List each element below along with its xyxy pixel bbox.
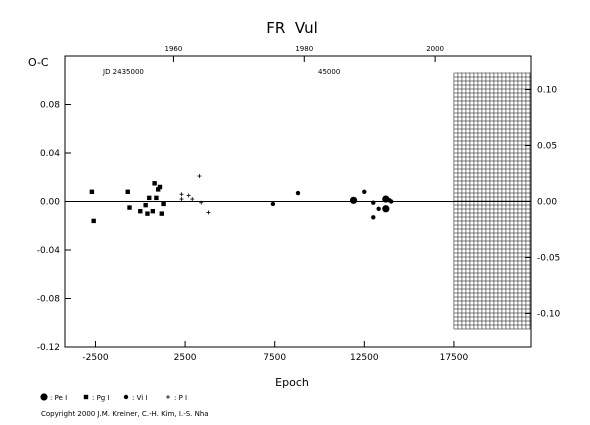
data-point [206,210,211,215]
data-point [138,209,143,214]
data-point [91,218,96,224]
jd-label-end: 45000 [318,68,340,76]
x-tick-label: -2500 [82,353,108,363]
data-point [199,200,204,205]
x-tick-label: 17500 [440,353,469,363]
data-point [376,206,381,211]
y-tick-label: -0.04 [37,246,61,256]
right-y-tick-label: 0.05 [537,142,557,152]
x-axis: -2500 2500 7500 12500 17500 [82,341,469,363]
data-point [362,189,367,194]
data-point [127,205,132,210]
data-point [389,199,394,204]
data-points [89,174,394,224]
year-tick-label: 1980 [295,45,313,53]
data-point [157,184,163,190]
legend-label: : Pg I [92,394,110,402]
right-y-tick-label: 0.10 [537,86,557,96]
data-point [186,193,191,198]
data-point [349,196,358,204]
y-axis-label: O-C [28,56,49,69]
data-point [197,174,202,179]
legend-label: : Vi I [132,394,147,402]
right-y-tick-label: -0.05 [537,253,560,263]
data-point [382,205,390,213]
data-point [159,211,164,216]
year-tick-label: 2000 [426,45,444,53]
data-point [150,209,156,214]
data-point [270,201,276,207]
data-point [154,195,159,201]
data-point [295,190,301,196]
legend-label: : Pe I [50,394,67,402]
right-y-tick-label: -0.10 [537,309,561,319]
y-tick-label: -0.08 [37,295,61,305]
data-point [179,192,184,197]
top-year-axis: 1960 1980 2000 [165,45,444,62]
x-tick-label: 7500 [263,353,286,363]
data-point [161,201,166,207]
data-point [89,189,95,194]
legend-label: : P I [174,394,187,402]
data-point [145,211,150,216]
y-tick-label: 0.08 [40,101,60,111]
legend-marker [123,394,129,400]
legend-marker [40,393,48,401]
year-tick-label: 1960 [165,45,183,53]
left-y-axis: -0.12 -0.08 -0.04 0.00 0.04 0.08 [37,101,71,353]
legend: : Pe I : Pg I : Vi I : P I [40,393,187,402]
right-y-tick-label: 0.00 [537,198,557,208]
x-tick-label: 2500 [174,353,197,363]
data-point [152,181,157,186]
x-axis-label: Epoch [275,376,309,389]
copyright-text: Copyright 2000 J.M. Kreiner, C.-H. Kim, … [41,410,209,418]
legend-marker [83,394,89,400]
data-point [125,189,130,194]
y-tick-label: -0.12 [37,343,60,353]
y-tick-label: 0.00 [40,198,60,208]
data-point [147,195,152,201]
x-tick-label: 12500 [350,353,379,363]
y-tick-label: 0.04 [40,149,60,159]
data-point [371,215,376,220]
right-y-axis: -0.10 -0.05 0.00 0.05 0.10 [525,86,561,319]
data-point [190,197,195,202]
jd-label-start: JD 2435000 [102,68,144,76]
legend-marker [166,395,170,399]
data-point [156,187,161,192]
chart-title: FR Vul [266,19,318,37]
data-point [371,200,376,205]
data-point [179,197,184,202]
data-point [143,202,148,208]
